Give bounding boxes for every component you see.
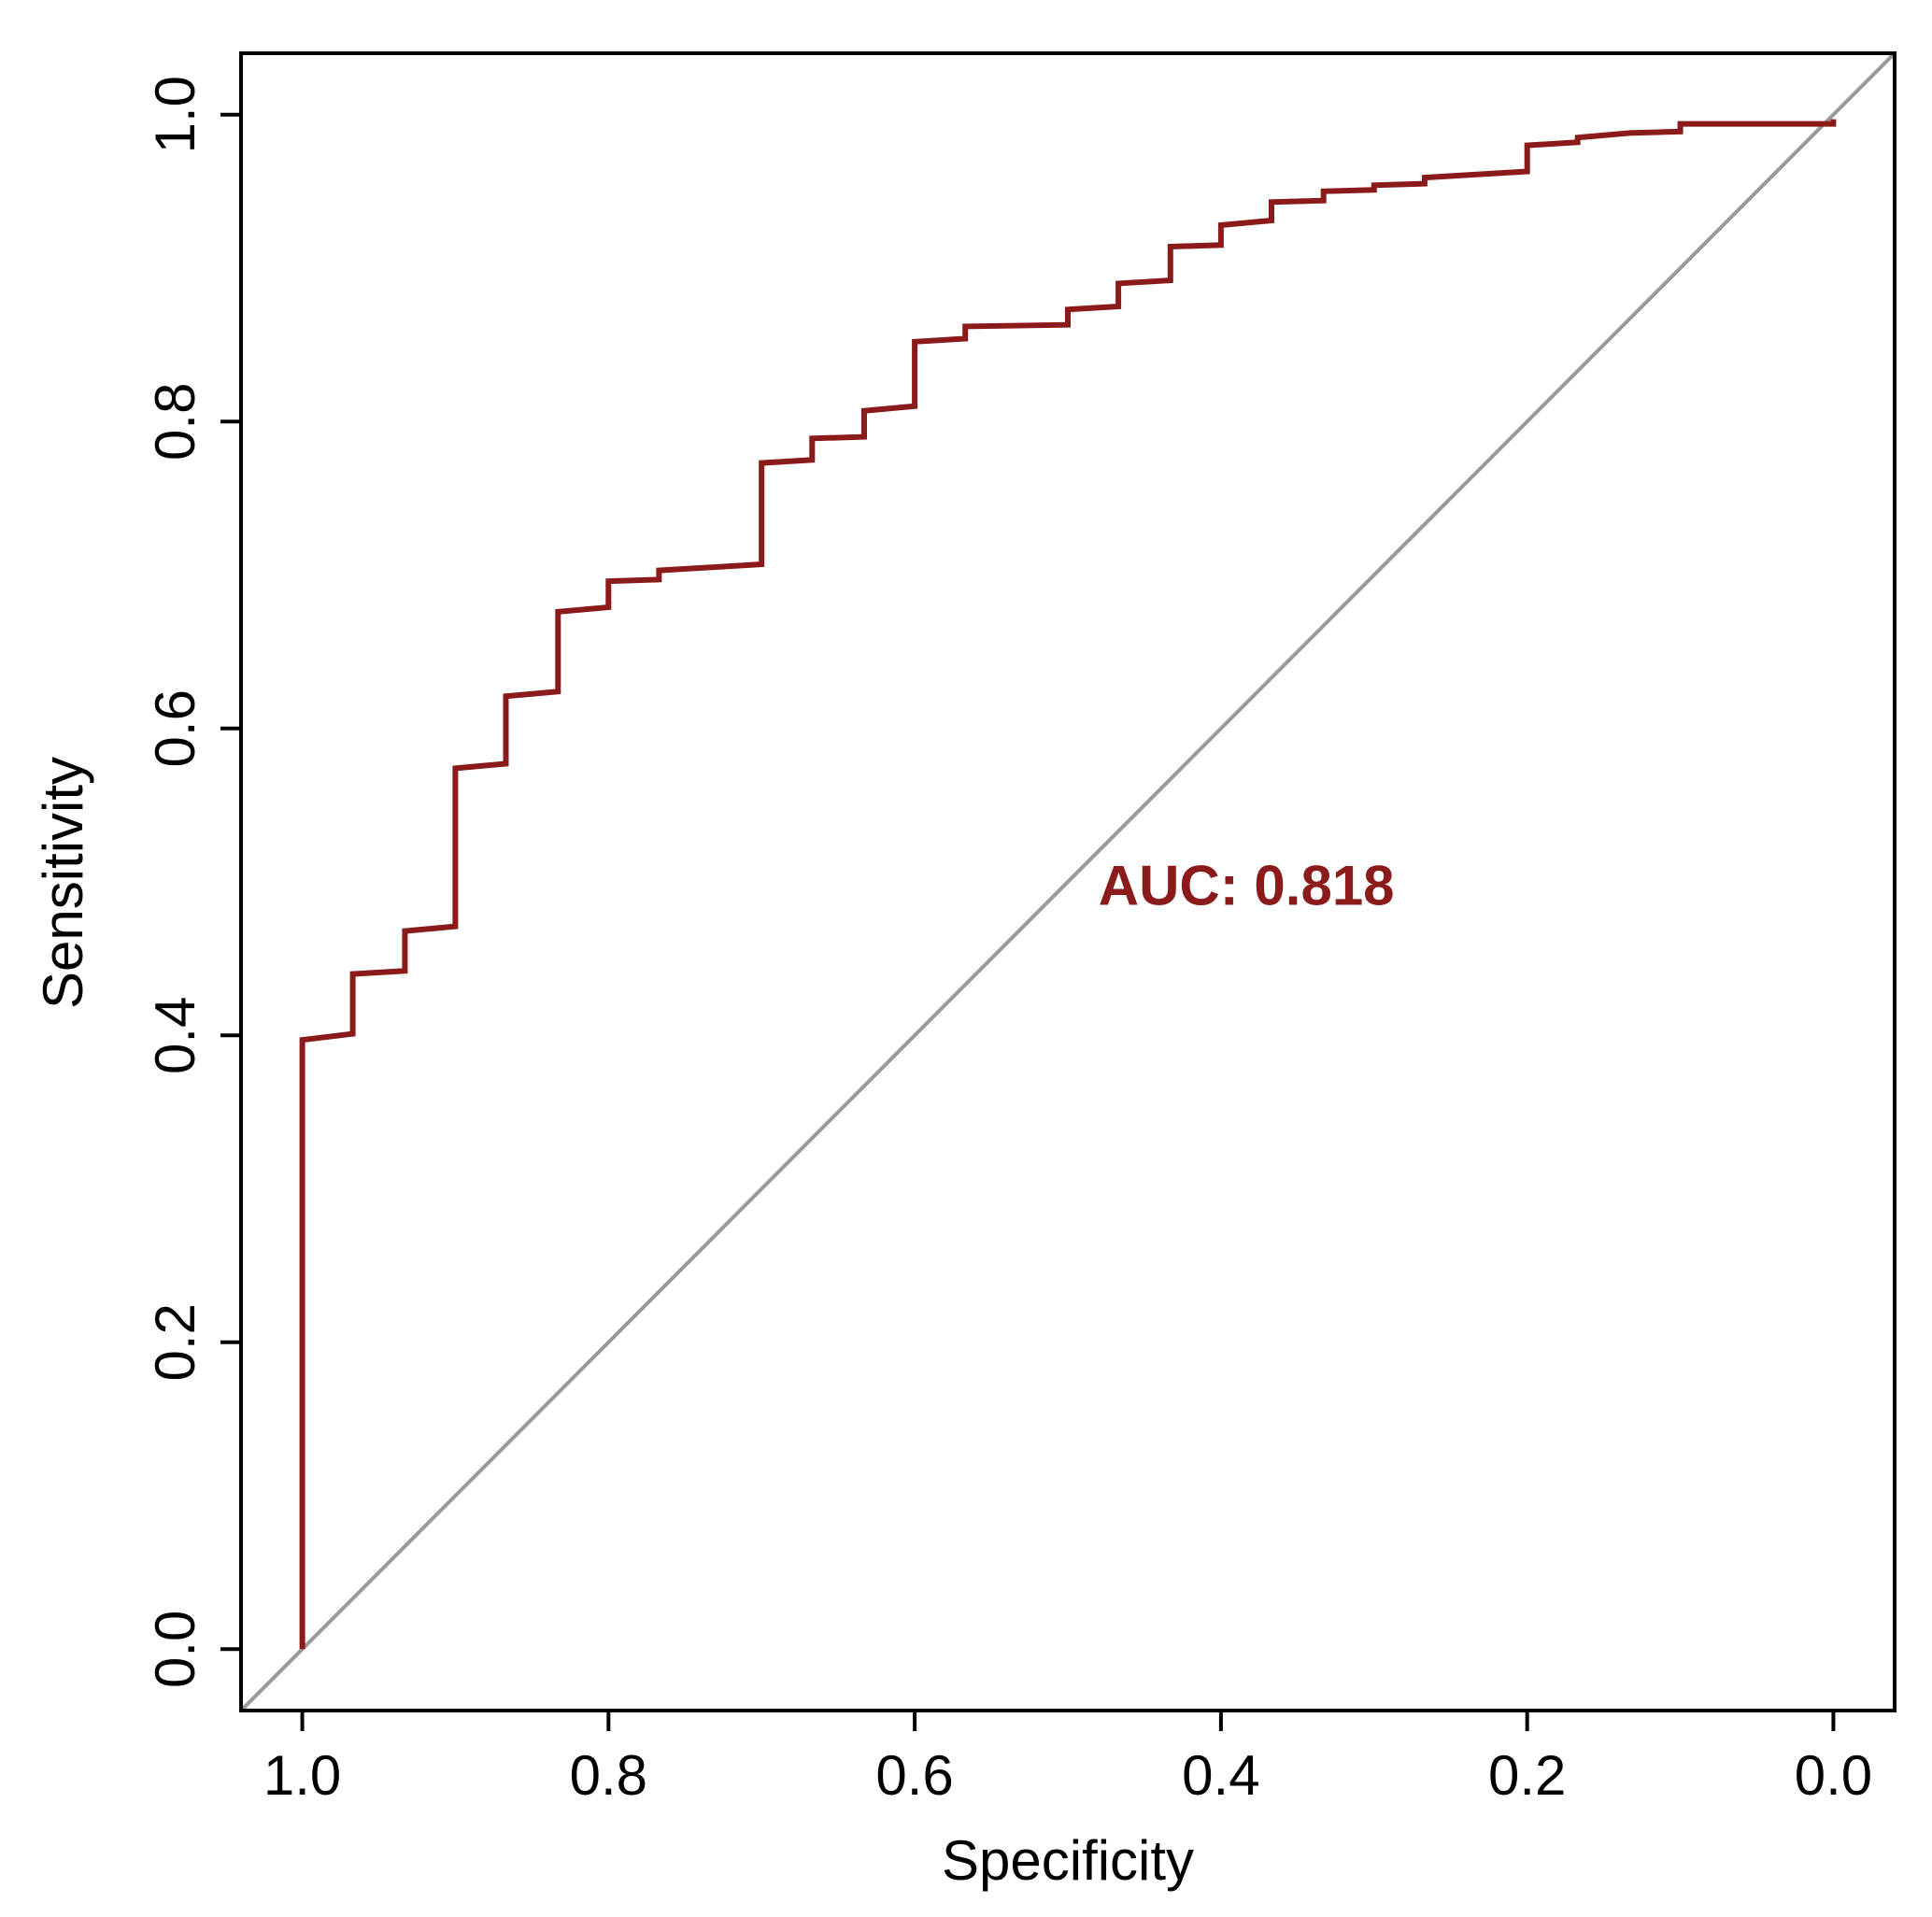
plot-area xyxy=(241,53,1895,1711)
x-tick-label: 0.0 xyxy=(1795,1744,1872,1807)
y-axis: 0.0 0.2 0.4 0.6 0.8 1.0 xyxy=(144,76,241,1688)
plot-frame xyxy=(239,51,1896,1712)
y-tick-label: 0.6 xyxy=(144,689,206,767)
x-tick-label: 0.8 xyxy=(570,1744,647,1807)
y-tick-label: 0.8 xyxy=(144,383,206,461)
x-tick-label: 0.4 xyxy=(1182,1744,1259,1807)
auc-annotation: AUC: 0.818 xyxy=(1099,855,1395,917)
reference-diagonal-line xyxy=(241,53,1895,1711)
x-tick-label: 1.0 xyxy=(263,1744,341,1807)
y-tick-label: 1.0 xyxy=(144,76,206,153)
y-tick-label: 0.4 xyxy=(144,997,206,1074)
y-tick-label: 0.0 xyxy=(144,1611,206,1688)
roc-curve-line xyxy=(299,119,1837,1650)
y-axis-title: Sensitivity xyxy=(32,757,94,1009)
x-tick-label: 0.2 xyxy=(1488,1744,1566,1807)
x-axis-title: Specificity xyxy=(942,1829,1194,1892)
x-tick-label: 0.6 xyxy=(875,1744,953,1807)
x-axis: 1.0 0.8 0.6 0.4 0.2 0.0 xyxy=(263,1711,1872,1807)
y-tick-label: 0.2 xyxy=(144,1303,206,1381)
